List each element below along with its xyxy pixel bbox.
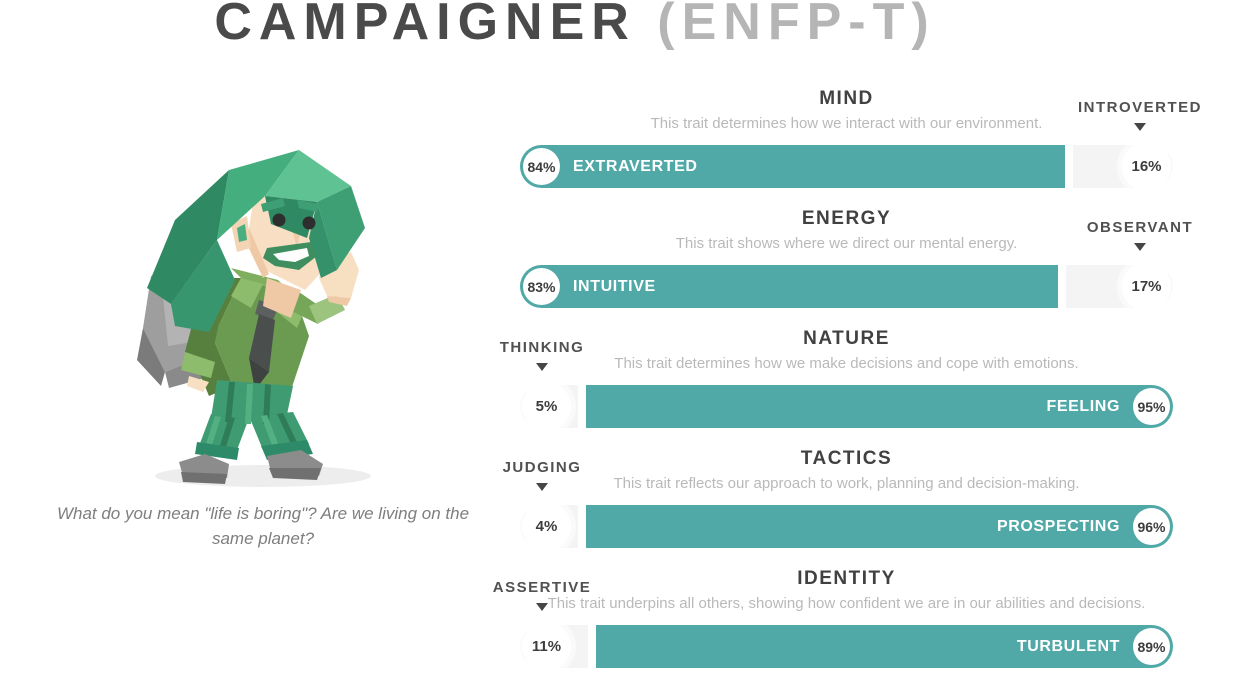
percentage-badge: 5% xyxy=(522,382,571,431)
trait-strength-bar: 4% PROSPECTING 96% xyxy=(520,502,1173,551)
winning-trait-label: TURBULENT xyxy=(1016,637,1120,655)
trait-description: This trait underpins all others, showing… xyxy=(547,595,1146,612)
winning-trait-label: INTUITIVE xyxy=(573,277,656,295)
percentage-badge: 95% xyxy=(1133,388,1170,425)
character-caption: What do you mean "life is boring"? Are w… xyxy=(56,504,470,548)
face-features xyxy=(261,198,319,270)
trait-strength-bar: 5% FEELING 95% xyxy=(520,382,1173,431)
opposite-trait-label: THINKING xyxy=(472,339,612,371)
percentage-badge: 4% xyxy=(522,502,571,551)
winning-trait-label: FEELING xyxy=(1046,397,1120,415)
percentage-badge: 84% xyxy=(523,148,560,185)
trait-strength-bar: 11% TURBULENT 89% xyxy=(520,622,1173,671)
personality-code: (ENFP-T) xyxy=(657,0,936,51)
percentage-badge: 89% xyxy=(1133,628,1170,665)
down-arrow-icon xyxy=(536,483,548,491)
trait-title: NATURE xyxy=(803,328,890,349)
winning-trait-label: PROSPECTING xyxy=(996,517,1120,535)
shoes xyxy=(179,450,323,484)
down-arrow-icon xyxy=(536,603,548,611)
down-arrow-icon xyxy=(1134,243,1146,251)
trait-description: This trait determines how we interact wi… xyxy=(650,115,1043,132)
percentage-badge: 11% xyxy=(522,622,571,671)
trait-section-tactics: TACTICS This trait reflects our approach… xyxy=(490,448,1245,568)
page-title: CAMPAIGNER (ENFP-T) xyxy=(0,0,1150,52)
trait-strength-bar: 84% EXTRAVERTED 16% xyxy=(520,142,1173,191)
personality-name: CAMPAIGNER xyxy=(214,0,636,51)
trait-section-mind: MIND This trait determines how we intera… xyxy=(490,88,1245,208)
opposite-trait-label: OBSERVANT xyxy=(1060,219,1220,251)
opposite-trait-label: INTROVERTED xyxy=(1060,99,1220,131)
trait-title: MIND xyxy=(819,88,874,109)
winning-segment: 84% EXTRAVERTED xyxy=(520,145,1065,188)
winning-segment: FEELING 95% xyxy=(586,385,1173,428)
trait-title: ENERGY xyxy=(801,208,892,229)
winning-segment: 83% INTUITIVE xyxy=(520,265,1058,308)
percentage-badge: 16% xyxy=(1122,142,1171,191)
losing-segment: 16% xyxy=(1072,142,1173,191)
down-arrow-icon xyxy=(536,363,548,371)
losing-segment: 11% xyxy=(520,622,588,671)
trait-description: This trait shows where we direct our men… xyxy=(675,235,1018,252)
trait-description: This trait determines how we make decisi… xyxy=(614,355,1079,372)
percentage-badge: 83% xyxy=(523,268,560,305)
opposite-trait-label: ASSERTIVE xyxy=(472,579,612,611)
trousers xyxy=(195,380,313,460)
trait-section-energy: ENERGY This trait shows where we direct … xyxy=(490,208,1245,328)
trait-description: This trait reflects our approach to work… xyxy=(613,475,1080,492)
losing-segment: 17% xyxy=(1066,262,1173,311)
campaigner-character-illustration xyxy=(137,150,371,487)
percentage-badge: 96% xyxy=(1133,508,1170,545)
percentage-badge: 17% xyxy=(1122,262,1171,311)
trait-section-identity: IDENTITY This trait underpins all others… xyxy=(490,568,1245,688)
winning-trait-label: EXTRAVERTED xyxy=(573,157,698,175)
trait-results: MIND This trait determines how we intera… xyxy=(490,88,1245,688)
winning-segment: PROSPECTING 96% xyxy=(586,505,1173,548)
character-figure: What do you mean "life is boring"? Are w… xyxy=(38,128,488,551)
hair xyxy=(147,150,365,332)
winning-segment: TURBULENT 89% xyxy=(595,625,1173,668)
losing-segment: 5% xyxy=(520,382,578,431)
trait-title: IDENTITY xyxy=(797,568,896,589)
trait-strength-bar: 83% INTUITIVE 17% xyxy=(520,262,1173,311)
trait-title: TACTICS xyxy=(800,448,893,469)
losing-segment: 4% xyxy=(520,502,578,551)
opposite-trait-label: JUDGING xyxy=(472,459,612,491)
down-arrow-icon xyxy=(1134,123,1146,131)
tie xyxy=(249,300,279,390)
trait-section-nature: NATURE This trait determines how we make… xyxy=(490,328,1245,448)
